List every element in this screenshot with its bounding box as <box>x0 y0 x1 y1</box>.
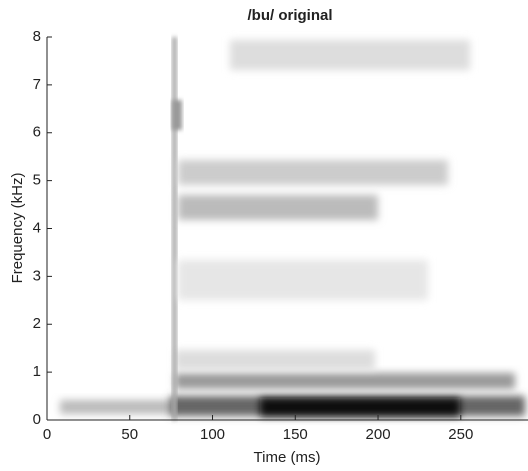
chart-title: /bu/ original <box>248 7 333 24</box>
y-axis-label: Frequency (kHz) <box>9 173 26 284</box>
spectrogram-image <box>60 37 525 420</box>
y-tick-label: 7 <box>33 76 41 93</box>
x-tick-label: 100 <box>200 426 225 443</box>
x-tick-label: 50 <box>121 426 138 443</box>
y-tick-label: 4 <box>33 219 41 236</box>
y-tick-label: 2 <box>33 315 41 332</box>
y-tick-label: 8 <box>33 28 41 45</box>
y-tick-label: 6 <box>33 124 41 141</box>
x-tick-label: 150 <box>283 426 308 443</box>
x-tick-label: 0 <box>43 426 51 443</box>
x-axis-label: Time (ms) <box>254 449 321 466</box>
x-tick-label: 250 <box>448 426 473 443</box>
x-tick-label: 200 <box>366 426 391 443</box>
y-tick-label: 0 <box>33 411 41 428</box>
y-tick-label: 5 <box>33 172 41 189</box>
y-tick-label: 3 <box>33 267 41 284</box>
y-tick-label: 1 <box>33 363 41 380</box>
